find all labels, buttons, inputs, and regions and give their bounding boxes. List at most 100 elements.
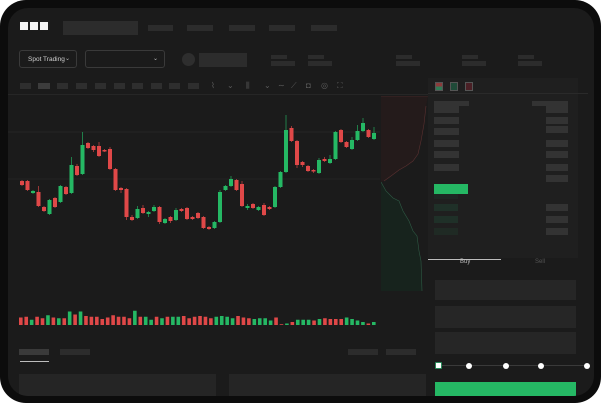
book-both-icon[interactable] [435,82,443,91]
line-tool-icon[interactable]: ∼ [278,81,285,90]
nav-item[interactable] [229,25,255,31]
candle[interactable] [36,192,41,206]
chevron-down-icon[interactable]: ⌄ [264,81,271,90]
candlestick-chart[interactable] [8,8,594,338]
candle[interactable] [179,209,184,211]
settings-icon[interactable]: ◎ [321,81,328,90]
tab-sell[interactable]: Sell [535,259,546,265]
candle[interactable] [42,207,46,211]
candle[interactable] [223,186,228,190]
bid-price[interactable] [434,228,458,235]
candle[interactable] [157,207,162,222]
candle[interactable] [130,217,134,220]
okx-logo[interactable] [20,22,48,30]
candle[interactable] [361,123,365,131]
tab-buy[interactable]: Buy [460,259,471,265]
interval-button[interactable] [57,83,68,89]
ask-price[interactable] [434,140,459,147]
candle[interactable] [372,133,376,139]
interval-button[interactable] [169,83,180,89]
candle[interactable] [333,132,338,159]
interval-button[interactable] [132,83,143,89]
candle[interactable] [240,184,244,206]
slider-step-25[interactable] [466,363,472,369]
candle[interactable] [218,192,222,222]
candle[interactable] [306,166,310,171]
interval-button-active[interactable] [38,83,50,89]
candle[interactable] [366,130,371,137]
market-type-select[interactable]: Spot Trading ⌄ [19,50,77,68]
candle[interactable] [163,219,167,223]
candle[interactable] [201,217,206,228]
bid-price[interactable] [434,192,458,199]
candle[interactable] [141,208,145,213]
candle[interactable] [355,131,360,140]
candle[interactable] [31,191,35,193]
candle[interactable] [207,227,211,229]
chevron-down-icon[interactable]: ⌄ [227,81,234,90]
candle[interactable] [119,188,123,190]
candle[interactable] [322,159,327,161]
candle[interactable] [267,207,272,209]
candle[interactable] [344,142,349,147]
candle[interactable] [53,198,57,207]
candle[interactable] [185,208,189,219]
interval-button[interactable] [76,83,87,89]
candle[interactable] [262,205,266,215]
ask-price[interactable] [434,164,459,171]
candle[interactable] [245,206,250,208]
candle[interactable] [97,146,101,156]
price-input[interactable] [435,280,576,300]
candle[interactable] [64,187,68,194]
candle[interactable] [229,179,233,186]
candle[interactable] [251,204,255,208]
chart-type-icon[interactable]: ⫼ [246,81,250,90]
nav-item[interactable] [311,25,337,31]
interval-button[interactable] [188,83,199,89]
candle[interactable] [80,145,85,174]
bid-price[interactable] [434,204,458,211]
candle[interactable] [212,222,217,228]
ask-price[interactable] [434,117,459,124]
amount-slider-handle[interactable] [435,362,442,369]
candle[interactable] [234,180,239,190]
candle[interactable] [295,141,299,165]
book-asks-icon[interactable] [465,82,473,91]
ruler-icon[interactable]: ⟋ [291,81,297,90]
nav-item[interactable] [187,25,213,31]
interval-button[interactable] [20,83,31,89]
candle[interactable] [47,200,52,214]
slider-step-50[interactable] [503,363,509,369]
candle[interactable] [278,172,283,187]
candle[interactable] [339,130,343,142]
candle[interactable] [174,210,178,220]
tab-open-orders[interactable] [19,349,49,355]
amount-input[interactable] [435,306,576,328]
amount-slider-track[interactable] [440,365,588,366]
interval-button[interactable] [151,83,162,89]
filter-button[interactable] [386,349,416,355]
interval-button[interactable] [114,83,125,89]
candle[interactable] [58,186,63,202]
nav-item[interactable] [148,25,173,31]
candle[interactable] [152,207,156,211]
candle[interactable] [311,170,316,172]
slider-step-100[interactable] [584,363,590,369]
candle[interactable] [108,149,112,169]
candle[interactable] [91,146,96,150]
candle[interactable] [124,189,129,217]
camera-icon[interactable]: ◘ [306,81,311,90]
candle[interactable] [86,143,90,148]
interval-button[interactable] [95,83,106,89]
candle[interactable] [289,128,294,141]
candle[interactable] [75,166,79,175]
candle[interactable] [190,217,195,219]
ask-price[interactable] [434,128,459,135]
buy-button[interactable] [435,382,576,396]
candle[interactable] [196,213,200,218]
bid-price[interactable] [434,216,458,223]
candle[interactable] [273,187,277,207]
candle[interactable] [328,159,332,163]
candle[interactable] [69,165,74,193]
fullscreen-icon[interactable]: ⛶ [337,81,343,90]
